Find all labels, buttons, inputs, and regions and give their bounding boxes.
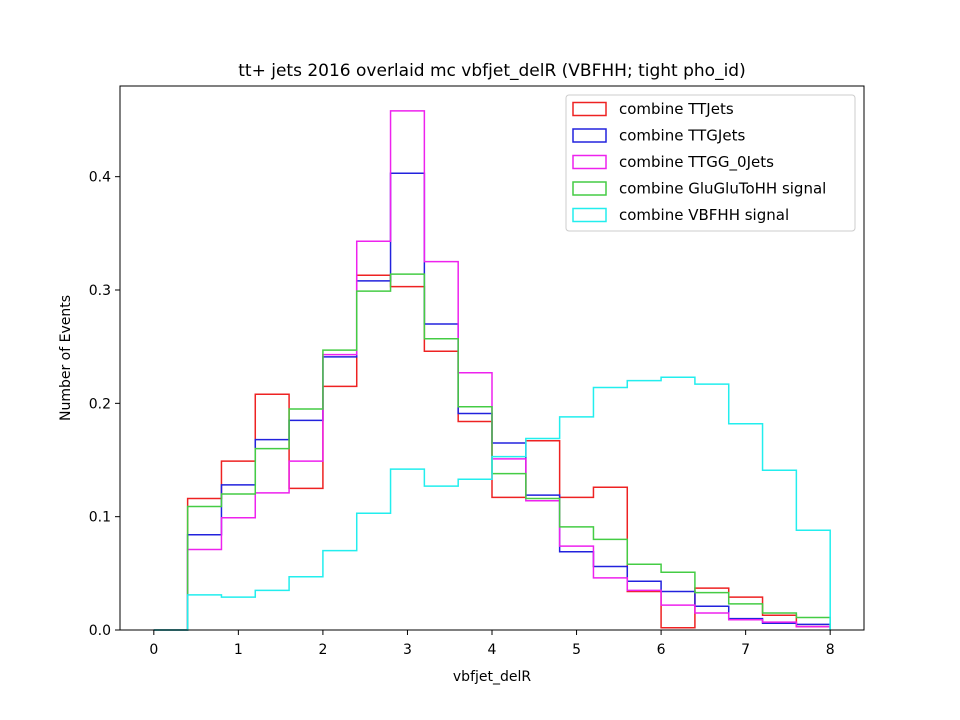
x-tick-label-5: 5 bbox=[572, 642, 581, 658]
legend-label-4: combine VBFHH signal bbox=[619, 206, 789, 224]
x-tick-label-3: 3 bbox=[403, 642, 412, 658]
x-tick-label-8: 8 bbox=[826, 642, 835, 658]
y-tick-label-0: 0.0 bbox=[89, 623, 111, 639]
legend-swatch-2 bbox=[572, 154, 607, 170]
x-axis-ticks: 0 1 2 3 4 5 6 7 8 bbox=[149, 630, 835, 658]
y-axis-ticks: 0.0 0.1 0.2 0.3 0.4 bbox=[89, 170, 120, 639]
x-tick-label-4: 4 bbox=[488, 642, 497, 658]
y-tick-label-3: 0.3 bbox=[89, 283, 111, 299]
legend-box bbox=[565, 94, 856, 232]
legend-label-2: combine TTGG_0Jets bbox=[619, 153, 774, 172]
series-line-3 bbox=[153, 273, 831, 631]
series-line-4 bbox=[153, 376, 831, 631]
legend-swatch-3 bbox=[572, 181, 607, 196]
series-line-0 bbox=[153, 274, 831, 631]
y-tick-label-4: 0.4 bbox=[89, 170, 111, 186]
legend-label-0: combine TTJets bbox=[619, 100, 734, 118]
legend-items: combine TTJets combine TTGJets combine TTG… bbox=[572, 100, 826, 224]
x-tick-label-7: 7 bbox=[741, 642, 750, 658]
x-tick-label-1: 1 bbox=[234, 642, 243, 658]
y-tick-label-2: 0.2 bbox=[89, 396, 111, 412]
y-tick-label-1: 0.1 bbox=[89, 510, 111, 526]
chart-title: tt+ jets 2016 overlaid mc vbfjet_delR (V… bbox=[238, 61, 745, 81]
x-tick-label-0: 0 bbox=[149, 642, 158, 658]
x-tick-label-2: 2 bbox=[318, 642, 327, 658]
legend-label-3: combine GluGluToHH signal bbox=[619, 180, 826, 198]
series-layer bbox=[153, 110, 831, 631]
x-tick-label-6: 6 bbox=[657, 642, 666, 658]
legend-swatch-0 bbox=[572, 101, 607, 117]
legend-label-1: combine TTGJets bbox=[619, 127, 745, 145]
legend-swatch-1 bbox=[572, 128, 607, 143]
legend: combine TTJets combine TTGJets combine TTG… bbox=[565, 94, 856, 232]
legend-swatch-4 bbox=[572, 207, 607, 223]
y-axis-label: Number of Events bbox=[58, 295, 74, 421]
x-axis-label: vbfjet_delR bbox=[453, 669, 531, 685]
